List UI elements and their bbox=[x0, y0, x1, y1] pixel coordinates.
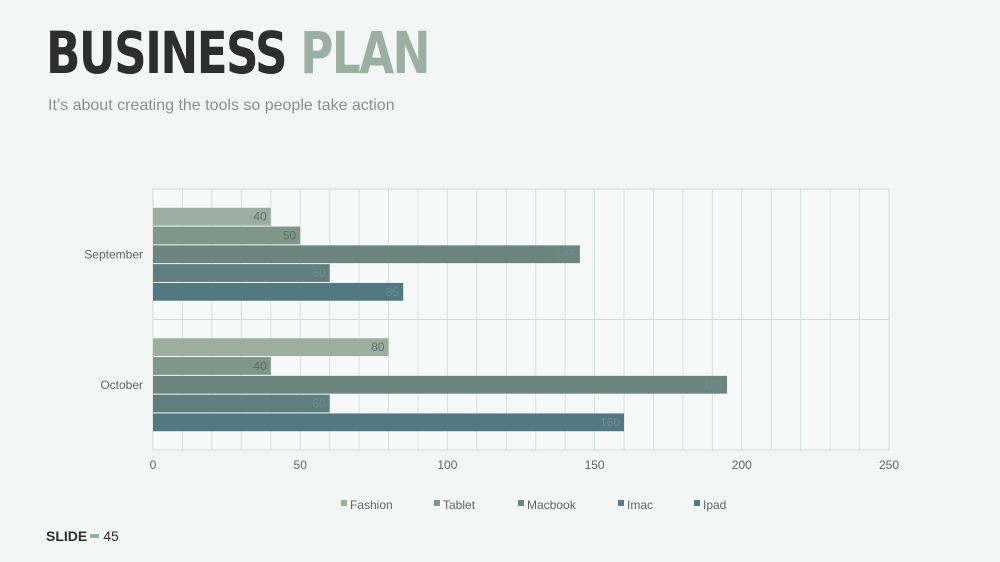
plot-border bbox=[152, 188, 890, 451]
legend-swatch-tablet bbox=[434, 500, 440, 506]
bar-tablet-september bbox=[153, 226, 301, 245]
x-tick-label: 250 bbox=[879, 458, 899, 472]
data-label: 40 bbox=[253, 359, 267, 373]
x-tick-label: 100 bbox=[437, 458, 457, 472]
slide-dash-mark bbox=[90, 534, 100, 538]
bar-imac-october bbox=[153, 394, 330, 413]
title-part-plan: PLAN bbox=[300, 19, 430, 87]
legend-label-imac: Imac bbox=[627, 498, 653, 512]
bar-macbook-september bbox=[153, 245, 580, 264]
data-label: 60 bbox=[312, 397, 326, 411]
data-label: 50 bbox=[283, 228, 297, 242]
category-label: October bbox=[100, 378, 143, 392]
title-part-business: BUSINESS bbox=[46, 19, 288, 87]
category-label: September bbox=[84, 247, 143, 261]
data-label: 80 bbox=[371, 340, 385, 354]
bar-fashion-september bbox=[153, 207, 271, 226]
x-tick-label: 0 bbox=[150, 458, 157, 472]
data-label: 195 bbox=[703, 378, 723, 392]
data-label: 85 bbox=[386, 285, 400, 299]
legend-label-tablet: Tablet bbox=[443, 498, 476, 512]
data-label: 40 bbox=[253, 210, 267, 224]
bar-ipad-october bbox=[153, 413, 625, 432]
bar-fashion-october bbox=[153, 338, 389, 357]
x-tick-label: 150 bbox=[585, 458, 605, 472]
bar-imac-september bbox=[153, 264, 330, 282]
legend-swatch-ipad bbox=[694, 500, 700, 506]
legend-swatch-imac bbox=[618, 500, 624, 506]
legend-label-ipad: Ipad bbox=[703, 498, 726, 512]
x-tick-label: 200 bbox=[732, 458, 752, 472]
legend-label-fashion: Fashion bbox=[350, 498, 393, 512]
bar-tablet-october bbox=[153, 357, 271, 375]
bar-macbook-october bbox=[153, 375, 728, 394]
slide-subtitle: It’s about creating the tools so people … bbox=[48, 97, 395, 114]
slide-footer: SLIDE 45 bbox=[46, 528, 119, 544]
x-tick-label: 50 bbox=[294, 458, 308, 472]
data-label: 145 bbox=[556, 247, 576, 261]
bar-ipad-september bbox=[153, 282, 404, 301]
legend-swatch-macbook bbox=[518, 500, 524, 506]
legend-swatch-fashion bbox=[341, 500, 347, 506]
slide-number: 45 bbox=[103, 528, 119, 544]
slide-label: SLIDE bbox=[46, 528, 88, 544]
legend-label-macbook: Macbook bbox=[527, 498, 577, 512]
data-label: 60 bbox=[312, 266, 326, 280]
slide-title: BUSINESS PLAN bbox=[46, 18, 430, 88]
data-label: 160 bbox=[600, 415, 620, 429]
